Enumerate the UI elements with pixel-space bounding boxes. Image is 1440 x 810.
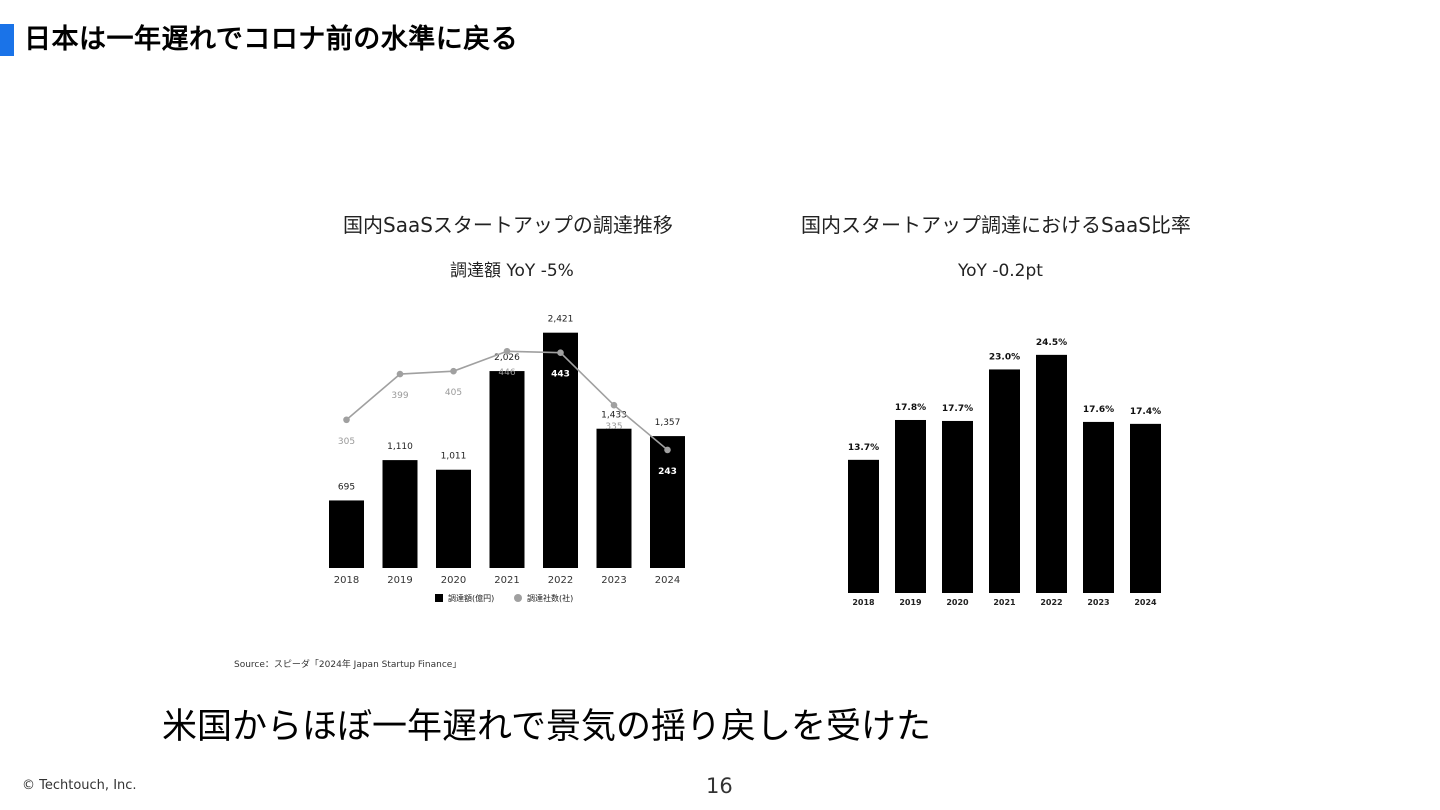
company-count-label: 399 [391,391,408,401]
company-count-point [396,370,404,378]
legend-bar-swatch [435,594,443,602]
company-count-label: 443 [551,370,570,380]
ratio-bar [1083,421,1114,593]
x-tick-label: 2019 [387,575,412,586]
chart-2-subtitle: YoY -0.2pt [958,261,1043,281]
funding-bar [596,428,632,568]
x-tick-label: 2023 [1087,598,1109,607]
ratio-bar [942,420,973,593]
company-count-label: 305 [338,437,355,447]
x-tick-label: 2020 [946,598,969,607]
ratio-bar [1036,354,1067,593]
x-tick-label: 2020 [441,575,466,586]
company-count-label: 446 [498,368,515,378]
ratio-bar-label: 17.4% [1130,407,1161,417]
ratio-bar-label: 13.7% [848,443,879,453]
ratio-bar-label: 17.7% [942,404,973,414]
company-count-point [557,349,564,357]
conclusion-text: 米国からほぼ一年遅れで景気の揺り戻しを受けた [162,707,931,747]
x-tick-label: 2022 [548,575,573,586]
ratio-bar-label: 24.5% [1036,338,1067,348]
x-tick-label: 2022 [1040,598,1062,607]
funding-bar-label: 695 [338,482,355,492]
chart-2-title: 国内スタートアップ調達におけるSaaS比率 [801,213,1191,237]
funding-trend-chart: 695 2018 1,110 2019 1,011 2020 2,026 2021 2,421 2… [329,315,685,603]
funding-bar-label: 1,357 [655,418,681,428]
x-tick-label: 2018 [852,598,875,607]
company-count-label: 405 [445,388,462,398]
copyright-text: © Techtouch, Inc. [22,778,137,793]
x-tick-label: 2021 [494,575,519,586]
company-count-label: 243 [658,467,677,477]
ratio-bar-label: 23.0% [989,352,1020,362]
company-count-point [610,401,618,409]
x-tick-label: 2019 [899,598,922,607]
legend-line-swatch [514,594,522,602]
ratio-bar-label: 17.6% [1083,405,1114,415]
company-count-point [450,367,457,375]
funding-bar-label: 2,421 [548,315,574,325]
x-tick-label: 2023 [601,575,626,586]
legend-line-label: 調達社数(社) [527,593,573,603]
chart-1-subtitle: 調達額 YoY -5% [450,261,574,281]
funding-bar [436,469,471,568]
x-tick-label: 2024 [655,575,680,586]
title-accent-bar [0,24,14,56]
funding-bar [382,460,418,568]
ratio-bar [848,459,879,593]
company-count-point [503,347,511,355]
company-count-point [343,416,350,424]
ratio-bar-label: 17.8% [895,403,926,413]
company-count-label: 335 [605,422,622,432]
funding-bar-label: 1,011 [441,452,467,462]
funding-bar [543,332,578,568]
source-note: Source：スピーダ「2024年 Japan Startup Finance」 [234,660,462,670]
funding-bar-label: 1,433 [601,411,627,421]
funding-bar [650,436,685,568]
ratio-bar [989,369,1020,593]
funding-bar-label: 1,110 [387,442,413,452]
slide-title: 日本は一年遅れでコロナ前の水準に戻る [24,24,519,55]
chart-1-title: 国内SaaSスタートアップの調達推移 [343,213,673,237]
funding-bar [489,371,525,568]
x-tick-label: 2024 [1134,598,1157,607]
saas-ratio-chart: 13.7% 2018 17.8% 2019 17.7% 2020 23.0% 2021 24.5… [848,338,1161,607]
ratio-bar [895,419,926,593]
x-tick-label: 2018 [334,575,359,586]
legend-bar-label: 調達額(億円) [448,593,494,603]
funding-bar [329,500,364,568]
x-tick-label: 2021 [993,598,1016,607]
company-count-point [664,446,671,454]
funding-bar-label: 2,026 [494,353,520,363]
ratio-bar [1130,423,1161,593]
page-number: 16 [706,774,733,798]
